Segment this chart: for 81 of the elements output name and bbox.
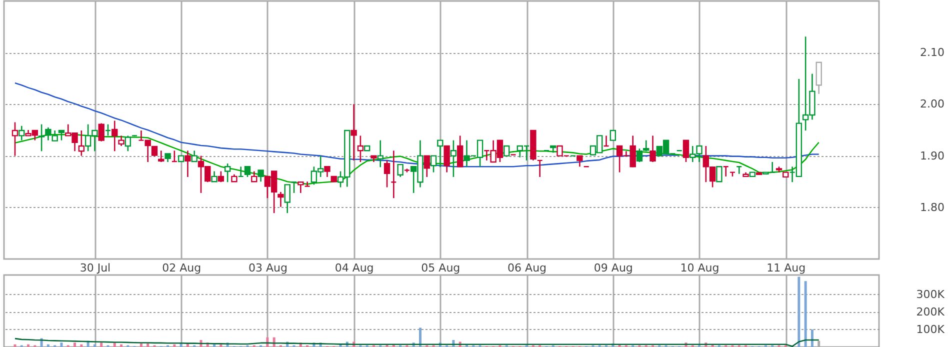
candlestick [112,120,118,152]
candlestick [390,150,397,199]
candlestick [377,140,384,168]
bar [120,344,123,347]
bar [100,342,103,347]
bar [74,342,76,347]
candlestick [536,160,543,178]
bar [418,328,422,347]
y-tick-label: 1.80 [920,200,944,214]
candlestick [251,170,258,182]
candlestick [450,140,457,178]
bar [173,344,176,347]
candlestick [437,140,444,168]
candlestick [504,145,510,156]
bar [804,281,807,347]
x-tick-label: 06 Aug [508,262,547,274]
x-tick-label: 03 Aug [248,262,288,274]
candlestick [576,155,583,168]
candlestick [158,150,164,163]
candlestick [430,155,437,173]
candlestick [211,170,218,182]
candlestick [736,166,742,175]
candlestick [290,181,298,194]
bar [798,276,800,347]
y-tick-label: 1.90 [920,149,944,162]
x-tick-label: 05 Aug [421,262,460,274]
candlestick [384,160,390,188]
y-tick-label: 2.10 [920,46,944,60]
candlestick [444,145,450,173]
candlestick [98,122,104,142]
candlestick [304,180,310,187]
candlestick [298,181,304,194]
candlestick [636,148,643,163]
candlestick [184,150,191,178]
x-tick-label: 30 Jul [80,262,111,274]
candlestick [603,135,610,147]
candlestick [151,146,158,157]
bar [810,329,814,347]
candlestick [244,166,251,178]
x-tick-label: 10 Aug [680,262,720,274]
y-tick-label: 200K [916,305,946,318]
x-tick-label: 02 Aug [162,262,202,274]
bar [146,343,150,347]
candlestick [284,184,290,214]
candlestick [238,166,244,178]
candlestick [722,166,729,178]
line-series [14,338,820,347]
candlestick [324,166,330,178]
candlestick [224,162,231,183]
y-tick-label: 2.00 [920,98,944,111]
bar [14,344,16,347]
candlestick [816,62,822,95]
candlestick [650,135,656,163]
candlestick [104,124,112,136]
candlestick [457,135,464,168]
candlestick [610,130,616,141]
candlestick [424,155,430,178]
candlestick [682,140,690,163]
y-tick-label: 100K [916,322,946,336]
bar [46,344,50,347]
y-tick-label: 300K [916,288,946,301]
candlestick [258,170,264,182]
x-tick-label: 04 Aug [334,262,374,274]
candlestick [643,140,650,152]
candlestick [397,164,404,178]
candlestick [218,170,224,183]
bar [93,344,96,347]
x-tick-label: 11 Aug [766,262,806,274]
candlestick [58,130,65,141]
candlestick [278,191,284,208]
candlestick [350,104,357,162]
bar [213,344,216,347]
bar [80,344,83,347]
bar [140,343,142,347]
x-tick-label: 09 Aug [594,262,633,274]
bar [220,344,222,347]
candlestick [191,150,198,162]
bar [27,344,30,347]
candlestick [716,166,722,182]
bar [60,342,63,347]
candlestick [171,150,178,162]
